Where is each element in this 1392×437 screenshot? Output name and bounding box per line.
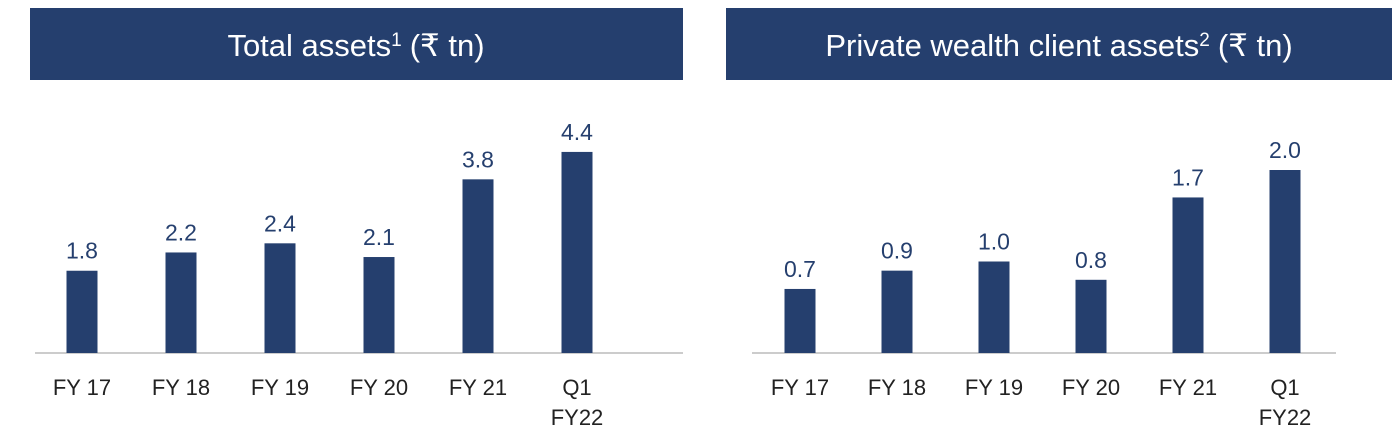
label-line: FY 18 [868, 375, 926, 400]
label-line: FY 21 [449, 375, 507, 400]
bar [784, 288, 816, 353]
x-tick-label: Q1 FY22 [551, 375, 604, 430]
bar [881, 270, 913, 353]
value-label: 0.7 [784, 256, 816, 282]
value-label: 1.0 [978, 229, 1010, 255]
value-label: 4.4 [561, 119, 593, 145]
bar [1075, 279, 1107, 353]
value-label: 1.7 [1172, 164, 1204, 190]
label-line: FY22 [551, 405, 604, 430]
bar [264, 243, 296, 353]
value-label: 2.1 [363, 224, 395, 250]
label-line: FY 21 [1159, 375, 1217, 400]
x-tick-label: FY 18 [152, 375, 210, 400]
label-line: FY22 [1259, 405, 1312, 430]
value-label: 3.8 [462, 146, 494, 172]
value-label: 0.9 [881, 238, 913, 264]
x-tick-label: FY 20 [1062, 375, 1120, 400]
x-tick-label: FY 21 [449, 375, 507, 400]
title-text: Private wealth client assets [825, 28, 1199, 63]
x-tick-label: FY 17 [771, 375, 829, 400]
title-banner [30, 8, 683, 80]
label-line: FY 17 [53, 375, 111, 400]
title-text: Total assets [227, 28, 391, 63]
value-label: 1.8 [66, 238, 98, 264]
chart-title: Private wealth client assets2 (₹ tn) [825, 28, 1292, 63]
chart-title: Total assets1 (₹ tn) [227, 28, 484, 63]
x-tick-label: FY 20 [350, 375, 408, 400]
title-banner [726, 8, 1392, 80]
title-superscript: 1 [391, 30, 402, 51]
bar [978, 261, 1010, 353]
label-line: FY 17 [771, 375, 829, 400]
label-line: FY 20 [350, 375, 408, 400]
bar [1269, 170, 1301, 353]
label-line: FY 19 [251, 375, 309, 400]
title-unit: (₹ tn) [410, 28, 485, 63]
bar [561, 151, 593, 353]
value-label: 0.8 [1075, 247, 1107, 273]
label-line: Q1 [1270, 375, 1299, 400]
value-label: 2.0 [1269, 137, 1301, 163]
x-tick-label: FY 21 [1159, 375, 1217, 400]
bar [66, 270, 98, 353]
bar [462, 179, 494, 353]
bar [1172, 197, 1204, 353]
value-label: 2.4 [264, 210, 296, 236]
bar [363, 257, 395, 353]
label-line: FY 19 [965, 375, 1023, 400]
label-line: FY 20 [1062, 375, 1120, 400]
label-line: Q1 [562, 375, 591, 400]
x-tick-label: FY 17 [53, 375, 111, 400]
x-tick-label: Q1 FY22 [1259, 375, 1312, 430]
x-tick-label: FY 18 [868, 375, 926, 400]
label-line: FY 18 [152, 375, 210, 400]
x-tick-label: FY 19 [965, 375, 1023, 400]
value-label: 2.2 [165, 219, 197, 245]
x-tick-label: FY 19 [251, 375, 309, 400]
title-unit: (₹ tn) [1218, 28, 1293, 63]
title-superscript: 2 [1199, 30, 1210, 51]
bar [165, 252, 197, 353]
